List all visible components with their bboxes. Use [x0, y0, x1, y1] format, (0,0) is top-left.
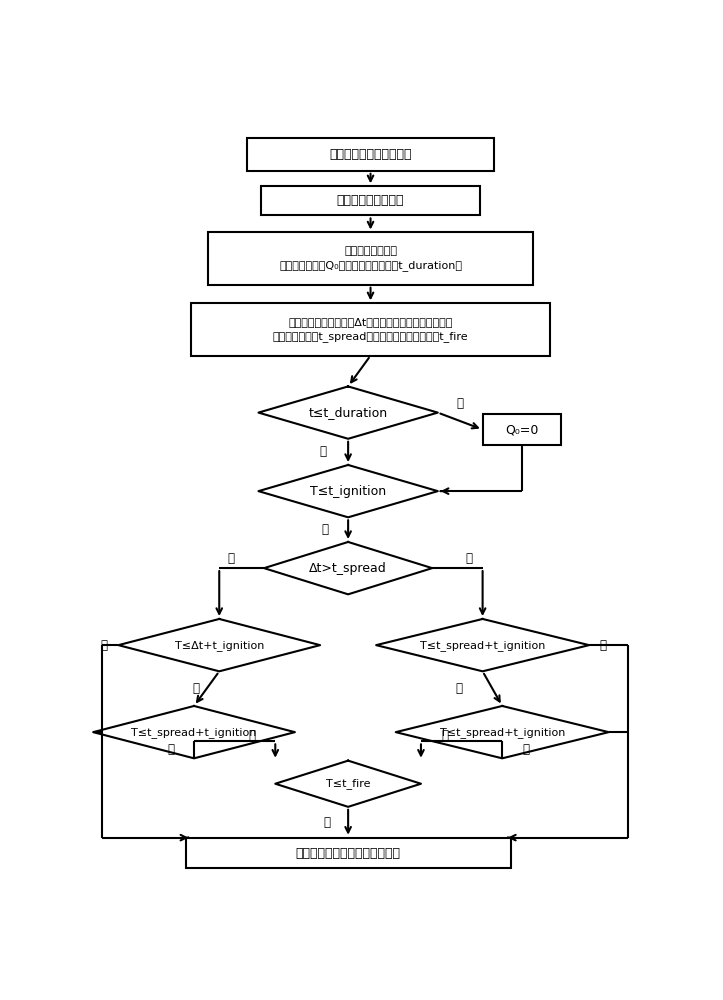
Text: 否: 否 [227, 552, 234, 565]
Text: T≤t_spread+t_ignition: T≤t_spread+t_ignition [440, 727, 565, 738]
Text: 计算电缆燃烧持续时间Δt，单层电缆火焰蔓延至电缆桥
架边缘的时间为t_spread，每层电缆的燃烧时间是t_fire: 计算电缆燃烧持续时间Δt，单层电缆火焰蔓延至电缆桥 架边缘的时间为t_sprea… [273, 317, 469, 342]
Text: 否: 否 [455, 682, 463, 695]
Text: 是: 是 [599, 639, 607, 652]
Text: T≤t_fire: T≤t_fire [326, 778, 370, 789]
Text: 初始火源特征信息
（初始火源功率Q₀，初始火源持续时间t_duration）: 初始火源特征信息 （初始火源功率Q₀，初始火源持续时间t_duration） [279, 246, 462, 271]
Polygon shape [191, 303, 550, 356]
Polygon shape [208, 232, 533, 285]
Text: 否: 否 [441, 729, 448, 742]
Text: 否: 否 [522, 743, 529, 756]
Polygon shape [186, 838, 510, 868]
Text: t≤t_duration: t≤t_duration [309, 406, 388, 419]
Text: T≤t_ignition: T≤t_ignition [310, 485, 386, 498]
Text: T≤t_spread+t_ignition: T≤t_spread+t_ignition [420, 640, 545, 651]
Text: 是: 是 [323, 816, 330, 829]
Text: 是: 是 [101, 639, 108, 652]
Text: 是: 是 [320, 445, 326, 458]
Text: Δt>t_spread: Δt>t_spread [309, 562, 387, 575]
Text: 否: 否 [167, 743, 174, 756]
Text: T≤Δt+t_ignition: T≤Δt+t_ignition [174, 640, 264, 651]
Polygon shape [483, 414, 561, 445]
Text: 计算每层电缆的实时热释放速率: 计算每层电缆的实时热释放速率 [296, 847, 401, 860]
Text: T≤t_spread+t_ignition: T≤t_spread+t_ignition [132, 727, 257, 738]
Text: 否: 否 [321, 523, 328, 536]
Polygon shape [247, 138, 494, 171]
Text: 电缆材料的特征参数: 电缆材料的特征参数 [337, 194, 404, 207]
Text: 否: 否 [248, 729, 255, 742]
Text: Q₀=0: Q₀=0 [505, 423, 539, 436]
Text: 电缆桥架的几何结构参数: 电缆桥架的几何结构参数 [329, 148, 412, 161]
Polygon shape [261, 186, 480, 215]
Text: 否: 否 [192, 682, 200, 695]
Text: 否: 否 [457, 397, 463, 410]
Text: 是: 是 [465, 552, 472, 565]
